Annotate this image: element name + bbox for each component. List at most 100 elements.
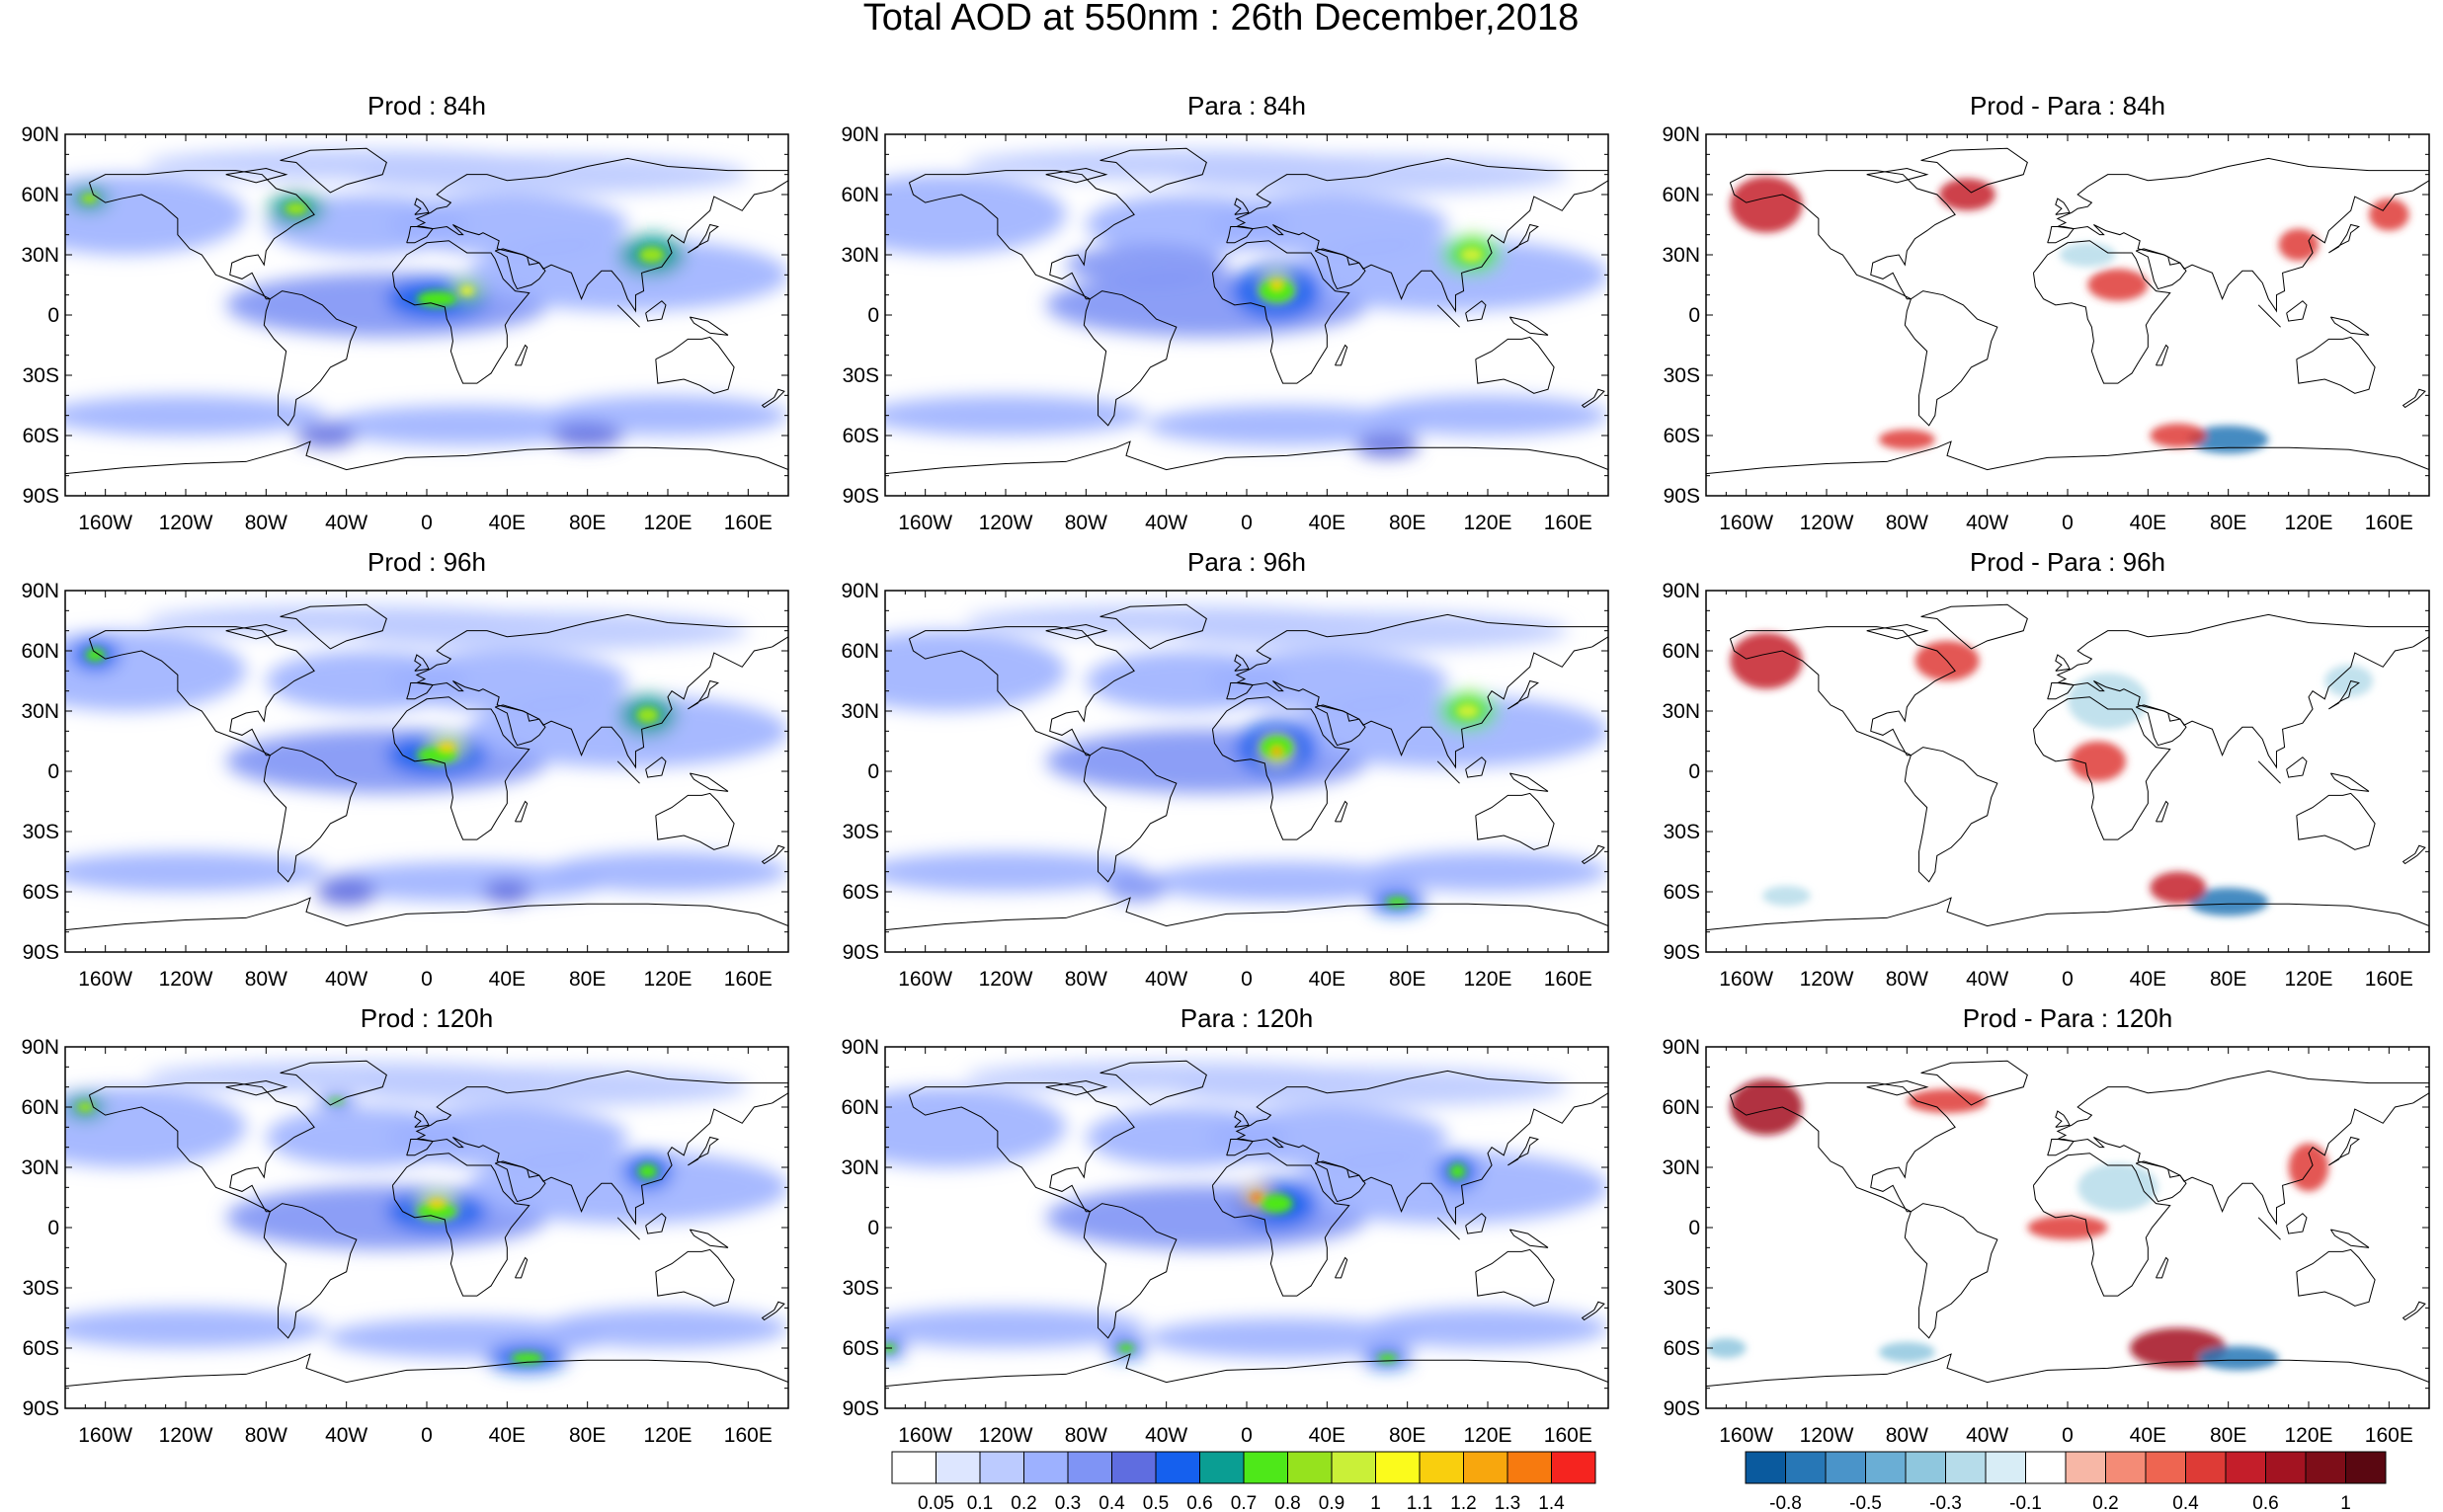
lon-tick-label: 80E (2210, 512, 2246, 534)
lat-tick-label: 30N (21, 244, 59, 267)
lon-tick-label: 0 (421, 512, 433, 534)
lat-tick-label: 90S (843, 485, 879, 508)
colorbar-swatch (2265, 1451, 2307, 1484)
lat-tick-label: 90N (21, 123, 59, 146)
lon-tick-label: 120E (643, 1424, 692, 1447)
colorbar-swatch (1551, 1451, 1596, 1484)
colorbar-swatch (2145, 1451, 2186, 1484)
figure-title: Total AOD at 550nm : 26th December,2018 (863, 0, 1580, 39)
coastlines (885, 603, 1608, 931)
coastlines (1706, 147, 2429, 475)
map-panel: Prod : 84h 90N 60N 30N 0 30S 60S 90S 160W 120W 80W… (21, 91, 789, 534)
colorbar-swatch (1023, 1451, 1069, 1484)
lon-tick-label: 160W (1719, 968, 1773, 991)
lat-tick-label: 30N (841, 700, 879, 723)
colorbar-label: 1.4 (1538, 1493, 1565, 1512)
data-field (65, 604, 788, 907)
data-field (1730, 632, 2374, 916)
lon-tick-label: 160W (1719, 1424, 1773, 1447)
coastlines (65, 147, 788, 475)
lon-tick-label: 80E (1389, 1424, 1425, 1447)
panel-title: Prod - Para : 120h (1963, 1003, 2172, 1033)
lat-tick-label: 90N (1662, 123, 1700, 146)
lat-tick-label: 60N (841, 184, 879, 206)
lon-tick-label: 160E (1544, 1424, 1592, 1447)
data-field (1730, 176, 2409, 454)
colorbar-swatch (1287, 1451, 1333, 1484)
data-field (65, 148, 788, 448)
panel-title: Para : 84h (1187, 91, 1306, 120)
colorbar-swatch (2345, 1451, 2387, 1484)
map-panel: Prod - Para : 120h 90N 60N 30N 0 30S 60S 90S 160… (1662, 1003, 2430, 1447)
lat-tick-label: 0 (867, 760, 879, 783)
lon-tick-label: 120W (979, 512, 1033, 534)
lat-tick-label: 30S (1664, 821, 1700, 843)
map-frame (1705, 133, 2430, 497)
lat-tick-label: 60S (1664, 425, 1700, 447)
lon-tick-label: 120E (2284, 968, 2332, 991)
coastlines (1706, 1060, 2429, 1388)
map-panel: Para : 96h 90N 60N 30N 0 30S 60S 90S 160W 120W 80W… (841, 547, 1609, 991)
data-field (885, 1061, 1608, 1369)
colorbar-swatch (2185, 1451, 2227, 1484)
lon-tick-label: 120E (1463, 968, 1511, 991)
colorbar-swatch (1155, 1451, 1200, 1484)
lat-tick-label: 90N (1662, 580, 1700, 602)
colorbar-label: 0.05 (918, 1493, 954, 1512)
map-panel: Para : 120h 90N 60N 30N 0 30S 60S 90S 160W 120W 80… (841, 1003, 1609, 1447)
colorbar-swatch (1463, 1451, 1508, 1484)
lon-tick-label: 0 (1241, 1424, 1253, 1447)
lon-tick-label: 160W (898, 1424, 952, 1447)
lon-tick-label: 160W (78, 968, 132, 991)
lat-tick-label: 30N (21, 1156, 59, 1179)
lon-tick-label: 40W (1966, 1424, 2008, 1447)
lon-tick-label: 40E (489, 968, 526, 991)
lon-tick-label: 0 (421, 1424, 433, 1447)
coastlines (65, 603, 788, 931)
lon-tick-label: 160E (2365, 1424, 2413, 1447)
lon-tick-label: 80E (2210, 1424, 2246, 1447)
lon-tick-label: 120W (1800, 968, 1854, 991)
lon-tick-label: 120E (1463, 1424, 1511, 1447)
colorbar-label: 0.5 (1143, 1493, 1169, 1512)
colorbar-swatch (1111, 1451, 1157, 1484)
lon-tick-label: 80E (569, 968, 606, 991)
lon-tick-label: 160E (1544, 968, 1592, 991)
colorbar-label: 0.9 (1319, 1493, 1344, 1512)
lon-tick-label: 40W (1145, 512, 1187, 534)
lon-tick-label: 80W (245, 512, 287, 534)
lat-tick-label: 90N (1662, 1036, 1700, 1059)
lon-tick-label: 0 (421, 968, 433, 991)
lat-tick-label: 30N (1662, 244, 1700, 267)
lat-tick-label: 30N (21, 700, 59, 723)
lon-tick-label: 80W (1065, 512, 1107, 534)
lat-tick-label: 60N (1662, 184, 1700, 206)
data-field (1706, 1078, 2329, 1371)
lat-tick-label: 60N (841, 1096, 879, 1119)
coastlines (885, 1060, 1608, 1388)
lon-tick-label: 80E (1389, 512, 1425, 534)
lat-tick-label: 60S (23, 881, 59, 904)
lat-tick-label: 60S (1664, 881, 1700, 904)
lat-tick-label: 90S (1664, 485, 1700, 508)
lat-tick-label: 30N (1662, 1156, 1700, 1179)
lon-tick-label: 0 (2062, 1424, 2074, 1447)
colorbar-swatch (1985, 1451, 2026, 1484)
colorbar-swatch (2225, 1451, 2266, 1484)
lat-tick-label: 30N (841, 1156, 879, 1179)
lon-tick-label: 160E (724, 1424, 773, 1447)
map-panel: Prod - Para : 96h 90N 60N 30N 0 30S 60S 90S 160W… (1662, 547, 2430, 991)
lat-tick-label: 90S (1664, 941, 1700, 964)
lon-tick-label: 40E (1309, 512, 1345, 534)
lon-tick-label: 80W (1886, 1424, 1928, 1447)
lon-tick-label: 160W (78, 1424, 132, 1447)
lat-tick-label: 30S (23, 364, 59, 387)
lat-tick-label: 90N (841, 580, 879, 602)
colorbar-swatch (979, 1451, 1024, 1484)
lon-tick-label: 80E (569, 1424, 606, 1447)
lat-tick-label: 60S (843, 881, 879, 904)
lat-tick-label: 90N (21, 580, 59, 602)
lat-tick-label: 60S (843, 1337, 879, 1360)
lon-tick-label: 40E (2130, 512, 2166, 534)
colorbar-swatch (1331, 1451, 1376, 1484)
